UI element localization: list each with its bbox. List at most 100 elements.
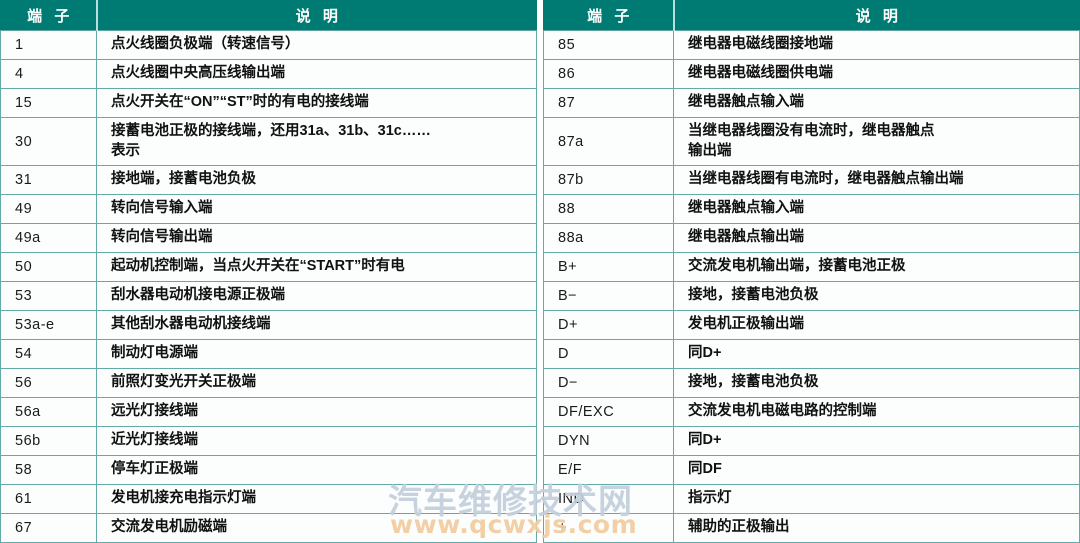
header-description-right: 说 明 xyxy=(673,0,1080,31)
cell-terminal: 85 xyxy=(543,30,674,60)
header-terminal-right: 端 子 xyxy=(543,0,675,31)
cell-terminal: 61 xyxy=(0,484,97,514)
cell-description: 起动机控制端，当点火开关在“START”时有电 xyxy=(96,252,537,282)
terminal-table-left: 端 子 说 明 1 点火线圈负极端（转速信号） 4 点火线圈中央高压线输出端 15 点火开… xyxy=(0,0,537,543)
table-row: 88a 继电器触点输出端 xyxy=(543,223,1080,253)
cell-description: 继电器触点输入端 xyxy=(673,88,1080,118)
header-row: 端 子 说 明 xyxy=(0,0,537,31)
cell-description: 停车灯正极端 xyxy=(96,455,537,485)
cell-description: 接蓄电池正极的接线端，还用31a、31b、31c…… 表示 xyxy=(96,117,537,166)
cell-terminal: 86 xyxy=(543,59,674,89)
cell-terminal: 50 xyxy=(0,252,97,282)
cell-terminal: DYN xyxy=(543,426,674,456)
cell-description: 转向信号输入端 xyxy=(96,194,537,224)
cell-description: 接地，接蓄电池负极 xyxy=(673,368,1080,398)
cell-terminal: 67 xyxy=(0,513,97,543)
cell-terminal: 53a-e xyxy=(0,310,97,340)
table-row: 87b 当继电器线圈有电流时，继电器触点输出端 xyxy=(543,165,1080,195)
table-row: 49 转向信号输入端 xyxy=(0,194,537,224)
table-row: 88 继电器触点输入端 xyxy=(543,194,1080,224)
table-row: 50 起动机控制端，当点火开关在“START”时有电 xyxy=(0,252,537,282)
cell-description: 刮水器电动机接电源正极端 xyxy=(96,281,537,311)
table-header-left: 端 子 说 明 xyxy=(0,0,537,31)
cell-terminal: 88 xyxy=(543,194,674,224)
cell-terminal: D xyxy=(543,339,674,369)
cell-description: 交流发电机输出端，接蓄电池正极 xyxy=(673,252,1080,282)
cell-description: 继电器电磁线圈供电端 xyxy=(673,59,1080,89)
table-row: 85 继电器电磁线圈接地端 xyxy=(543,30,1080,60)
cell-terminal: 56 xyxy=(0,368,97,398)
cell-description: 发电机接充电指示灯端 xyxy=(96,484,537,514)
cell-terminal: B+ xyxy=(543,252,674,282)
table-row: 86 继电器电磁线圈供电端 xyxy=(543,59,1080,89)
cell-terminal: 87b xyxy=(543,165,674,195)
table-body-left: 1 点火线圈负极端（转速信号） 4 点火线圈中央高压线输出端 15 点火开关在“ON”“S… xyxy=(0,30,537,543)
table-row: 61 发电机接充电指示灯端 xyxy=(0,484,537,514)
cell-terminal: DF/EXC xyxy=(543,397,674,427)
cell-description: 继电器电磁线圈接地端 xyxy=(673,30,1080,60)
cell-description: 继电器触点输入端 xyxy=(673,194,1080,224)
table-row: 56a 远光灯接线端 xyxy=(0,397,537,427)
table-row: + 辅助的正极输出 xyxy=(543,513,1080,543)
table-row: 15 点火开关在“ON”“ST”时的有电的接线端 xyxy=(0,88,537,118)
cell-terminal: 87 xyxy=(543,88,674,118)
cell-description: 继电器触点输出端 xyxy=(673,223,1080,253)
table-half-right: 端 子 说 明 85 继电器电磁线圈接地端 86 继电器电磁线圈供电端 87 继电器触点输… xyxy=(543,0,1080,543)
cell-terminal: 49a xyxy=(0,223,97,253)
header-terminal-left: 端 子 xyxy=(0,0,98,31)
table-body-right: 85 继电器电磁线圈接地端 86 继电器电磁线圈供电端 87 继电器触点输入端 87a 当继电… xyxy=(543,30,1080,543)
table-row: B+ 交流发电机输出端，接蓄电池正极 xyxy=(543,252,1080,282)
cell-description: 点火线圈负极端（转速信号） xyxy=(96,30,537,60)
table-row: 30 接蓄电池正极的接线端，还用31a、31b、31c…… 表示 xyxy=(0,117,537,166)
table-header-right: 端 子 说 明 xyxy=(543,0,1080,31)
cell-terminal: 87a xyxy=(543,117,674,166)
header-description-left: 说 明 xyxy=(96,0,537,31)
table-row: 56b 近光灯接线端 xyxy=(0,426,537,456)
cell-description: 制动灯电源端 xyxy=(96,339,537,369)
cell-terminal: IND xyxy=(543,484,674,514)
cell-terminal: 49 xyxy=(0,194,97,224)
cell-terminal: 15 xyxy=(0,88,97,118)
cell-description: 指示灯 xyxy=(673,484,1080,514)
cell-description: 当继电器线圈有电流时，继电器触点输出端 xyxy=(673,165,1080,195)
cell-description: 接地，接蓄电池负极 xyxy=(673,281,1080,311)
table-row: 87a 当继电器线圈没有电流时，继电器触点 输出端 xyxy=(543,117,1080,166)
header-row: 端 子 说 明 xyxy=(543,0,1080,31)
table-row: 31 接地端，接蓄电池负极 xyxy=(0,165,537,195)
terminal-table-right: 端 子 说 明 85 继电器电磁线圈接地端 86 继电器电磁线圈供电端 87 继电器触点输… xyxy=(543,0,1080,543)
table-row: 54 制动灯电源端 xyxy=(0,339,537,369)
cell-terminal: + xyxy=(543,513,674,543)
cell-description: 同DF xyxy=(673,455,1080,485)
table-row: 53a-e 其他刮水器电动机接线端 xyxy=(0,310,537,340)
cell-terminal: 58 xyxy=(0,455,97,485)
table-row: 49a 转向信号输出端 xyxy=(0,223,537,253)
cell-terminal: D− xyxy=(543,368,674,398)
cell-terminal: D+ xyxy=(543,310,674,340)
cell-description: 点火开关在“ON”“ST”时的有电的接线端 xyxy=(96,88,537,118)
description-line-2: 表示 xyxy=(111,142,140,159)
table-row: D 同D+ xyxy=(543,339,1080,369)
cell-description: 发电机正极输出端 xyxy=(673,310,1080,340)
description-line-1: 接蓄电池正极的接线端，还用31a、31b、31c…… xyxy=(111,123,431,140)
cell-description: 同D+ xyxy=(673,339,1080,369)
cell-description: 转向信号输出端 xyxy=(96,223,537,253)
cell-terminal: 88a xyxy=(543,223,674,253)
table-row: 58 停车灯正极端 xyxy=(0,455,537,485)
cell-description: 其他刮水器电动机接线端 xyxy=(96,310,537,340)
table-row: B− 接地，接蓄电池负极 xyxy=(543,281,1080,311)
cell-description: 近光灯接线端 xyxy=(96,426,537,456)
cell-description: 点火线圈中央高压线输出端 xyxy=(96,59,537,89)
table-row: DF/EXC 交流发电机电磁电路的控制端 xyxy=(543,397,1080,427)
table-row: D+ 发电机正极输出端 xyxy=(543,310,1080,340)
cell-terminal: E/F xyxy=(543,455,674,485)
table-row: D− 接地，接蓄电池负极 xyxy=(543,368,1080,398)
cell-terminal: 1 xyxy=(0,30,97,60)
table-row: E/F 同DF xyxy=(543,455,1080,485)
cell-terminal: B− xyxy=(543,281,674,311)
description-line-2: 输出端 xyxy=(688,142,732,159)
table-row: 53 刮水器电动机接电源正极端 xyxy=(0,281,537,311)
cell-terminal: 4 xyxy=(0,59,97,89)
cell-terminal: 53 xyxy=(0,281,97,311)
cell-description: 远光灯接线端 xyxy=(96,397,537,427)
